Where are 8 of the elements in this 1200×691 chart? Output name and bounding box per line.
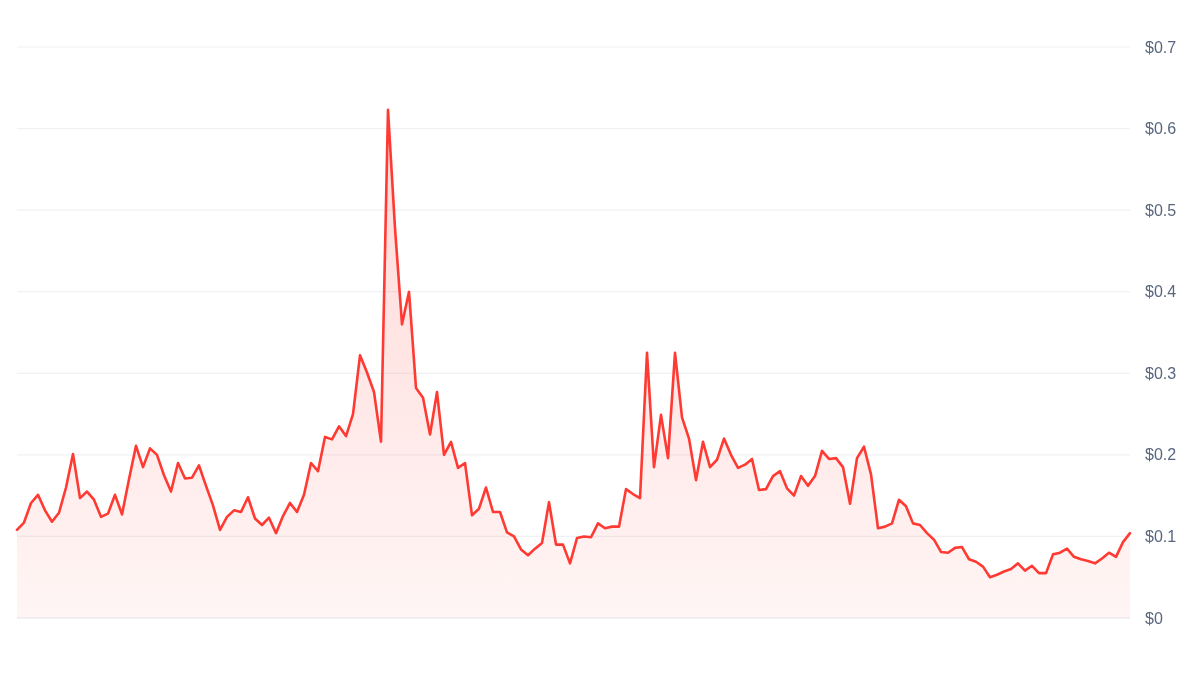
y-tick-label: $0 <box>1145 609 1163 627</box>
y-tick-label: $0.6 <box>1145 120 1177 138</box>
y-tick-label: $0.2 <box>1145 446 1177 464</box>
y-tick-label: $0.7 <box>1145 38 1177 56</box>
y-tick-label: $0.5 <box>1145 201 1177 219</box>
y-tick-label: $0.1 <box>1145 528 1177 546</box>
y-tick-label: $0.4 <box>1145 283 1177 301</box>
y-tick-label: $0.3 <box>1145 364 1177 382</box>
